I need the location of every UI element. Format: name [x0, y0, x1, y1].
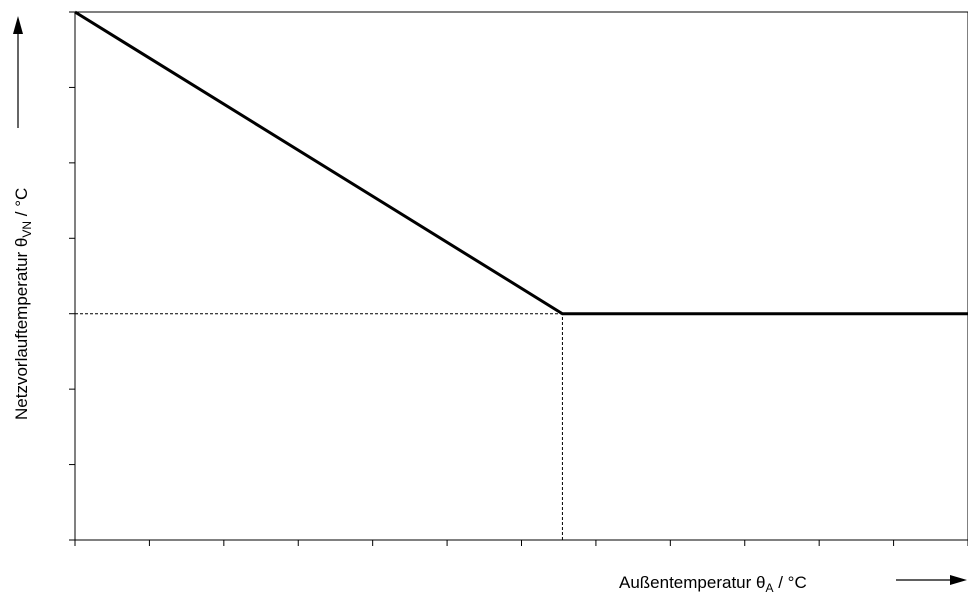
- y-axis-arrow: [13, 16, 23, 128]
- y-axis-label: Netzvorlauftemperatur θVN / °C: [12, 188, 34, 420]
- x-axis-ticks: [74, 540, 968, 546]
- y-axis-ticks: [69, 11, 75, 541]
- series-group: [74, 10, 968, 316]
- reference-lines: [75, 313, 563, 540]
- x-axis-arrow: [896, 575, 967, 585]
- x-axis-label: Außentemperatur θA / °C: [619, 573, 807, 595]
- series-line-0: [74, 10, 968, 316]
- plot-frame: [74, 11, 968, 541]
